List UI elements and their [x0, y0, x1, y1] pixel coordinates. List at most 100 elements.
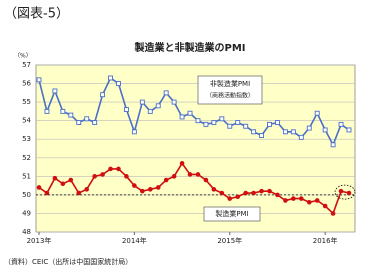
- marker: [44, 108, 50, 114]
- y-tick-label: 50: [22, 191, 31, 199]
- marker: [76, 190, 82, 196]
- chart-title: 製造業と非製造業のPMI: [133, 41, 245, 54]
- marker: [187, 110, 193, 116]
- marker: [211, 120, 217, 125]
- marker: [163, 90, 169, 96]
- marker: [44, 190, 50, 196]
- marker: [203, 121, 209, 127]
- marker: [306, 200, 312, 205]
- y-tick-label: 49: [22, 209, 31, 217]
- marker: [131, 129, 137, 135]
- x-tick-label: 2013年: [27, 236, 52, 245]
- marker: [36, 77, 42, 83]
- y-tick-label: 54: [22, 117, 31, 125]
- marker: [171, 99, 177, 105]
- y-tick-label: 57: [22, 61, 31, 69]
- marker: [306, 125, 312, 131]
- marker: [314, 110, 320, 116]
- marker: [171, 174, 177, 179]
- marker: [322, 127, 328, 133]
- marker: [147, 187, 153, 192]
- marker: [251, 129, 257, 135]
- marker: [299, 196, 304, 201]
- marker: [60, 181, 66, 187]
- marker: [243, 123, 249, 129]
- marker: [219, 116, 225, 122]
- legend-label: 製造業PMI: [215, 209, 248, 218]
- series-line: [38, 76, 350, 147]
- marker: [92, 120, 98, 125]
- x-tick-label: 2014年: [122, 236, 147, 245]
- marker: [275, 192, 280, 198]
- marker: [251, 190, 256, 196]
- marker: [346, 190, 352, 196]
- series-line: [38, 161, 350, 215]
- marker: [291, 196, 296, 201]
- marker: [290, 129, 296, 135]
- y-tick-label: 56: [22, 80, 31, 88]
- marker: [92, 174, 97, 179]
- legend-box: [197, 75, 263, 105]
- marker: [179, 114, 185, 120]
- marker: [259, 133, 265, 138]
- marker: [163, 177, 169, 183]
- marker: [282, 129, 288, 135]
- y-tick-label: 55: [22, 98, 31, 106]
- marker: [267, 121, 272, 127]
- marker: [100, 92, 106, 98]
- marker: [76, 120, 82, 125]
- marker: [338, 188, 344, 194]
- x-tick-label: 2016年: [313, 236, 338, 245]
- marker: [195, 118, 201, 124]
- marker: [68, 177, 74, 183]
- marker: [155, 103, 161, 109]
- marker: [36, 185, 42, 190]
- marker: [235, 194, 241, 200]
- page-title: （図表-5）: [4, 7, 69, 22]
- marker: [147, 108, 153, 114]
- marker: [139, 99, 145, 105]
- marker: [314, 198, 320, 203]
- y-tick-label: 52: [22, 154, 31, 162]
- marker: [140, 188, 145, 194]
- marker: [124, 174, 129, 179]
- marker: [195, 172, 201, 177]
- marker: [338, 121, 344, 127]
- highlight-circle: [334, 184, 356, 200]
- legend-label: 非製造業PMI: [210, 79, 250, 88]
- marker: [283, 198, 288, 203]
- source-note: （資料）CEIC（出所は中国国家統計局）: [4, 257, 132, 266]
- marker: [108, 166, 113, 172]
- marker: [100, 172, 105, 177]
- marker: [132, 183, 137, 188]
- y-axis-label: （%）: [14, 53, 32, 60]
- plot-area: [35, 64, 356, 233]
- marker: [267, 188, 272, 194]
- marker: [243, 190, 248, 196]
- marker: [108, 75, 113, 81]
- marker: [330, 211, 336, 216]
- marker: [84, 116, 90, 122]
- marker: [187, 172, 193, 177]
- marker: [227, 196, 233, 201]
- marker: [235, 120, 241, 125]
- marker: [123, 107, 129, 112]
- marker: [298, 134, 304, 140]
- x-tick-label: 2015年: [217, 236, 242, 245]
- marker: [84, 187, 89, 192]
- marker: [219, 190, 225, 196]
- marker: [116, 81, 121, 87]
- marker: [60, 108, 66, 114]
- marker: [259, 188, 264, 194]
- marker: [330, 142, 336, 148]
- y-tick-label: 51: [22, 172, 31, 180]
- marker: [179, 161, 185, 166]
- marker: [203, 177, 209, 183]
- marker: [52, 175, 58, 181]
- marker: [155, 185, 161, 190]
- legend-box: [203, 206, 261, 222]
- y-tick-label: 53: [22, 135, 31, 143]
- marker: [116, 166, 121, 172]
- marker: [322, 203, 328, 209]
